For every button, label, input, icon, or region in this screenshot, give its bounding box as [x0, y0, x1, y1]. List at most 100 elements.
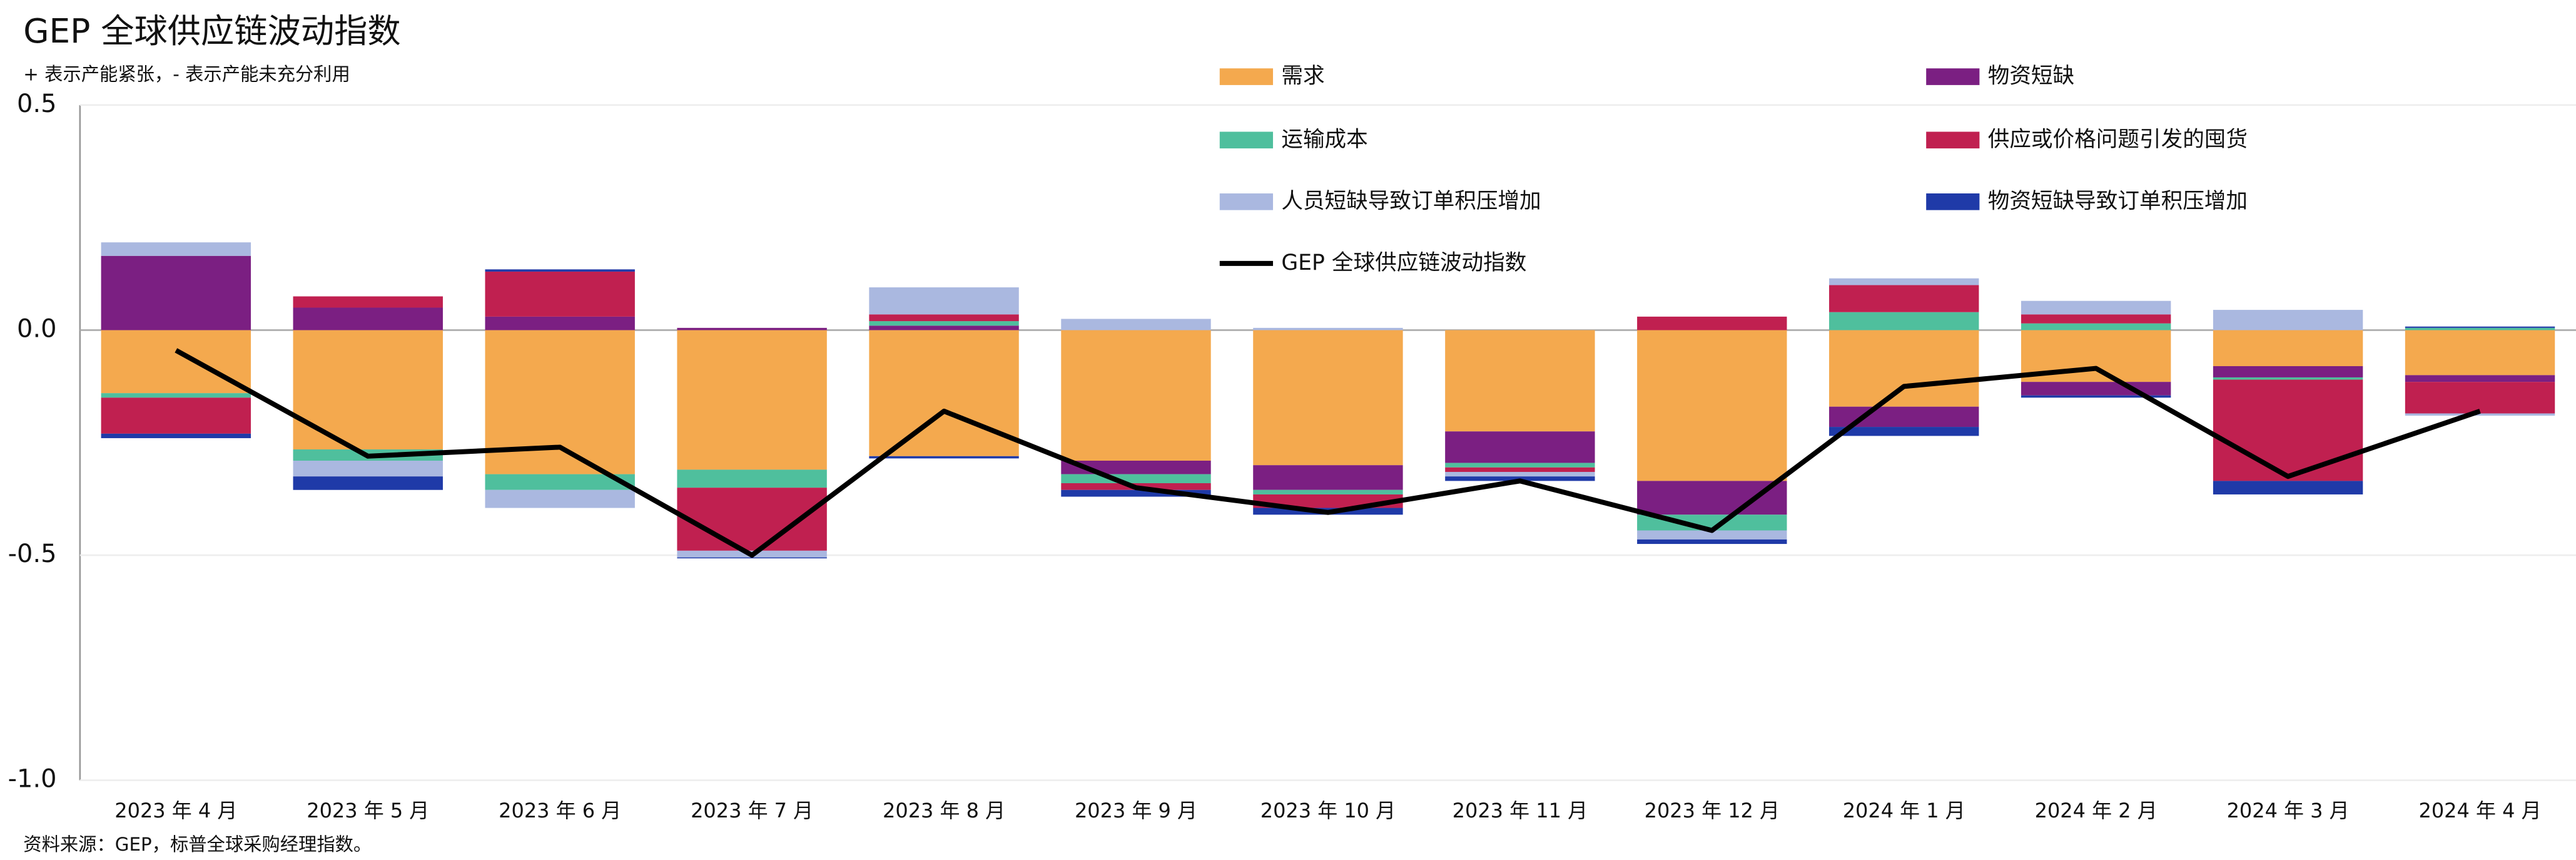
bar-segment	[2405, 413, 2555, 416]
bar-segment	[677, 488, 827, 551]
bar-segment	[101, 330, 251, 394]
bar-segment	[1061, 474, 1211, 483]
bar-segment	[1445, 463, 1595, 468]
legend-swatch	[1219, 193, 1274, 210]
bar-segment	[2405, 326, 2555, 328]
bar-segment	[293, 476, 443, 490]
bar-segment	[2405, 330, 2555, 376]
legend-swatch	[1926, 193, 1980, 210]
bar-segment	[101, 397, 251, 434]
legend-label: 供应或价格问题引发的囤货	[1988, 127, 2248, 152]
bar-segment	[2213, 310, 2363, 330]
x-tick-label: 2024 年 3 月	[2227, 799, 2350, 822]
x-tick-label: 2023 年 6 月	[499, 799, 621, 822]
chart-title: GEP 全球供应链波动指数	[23, 12, 400, 51]
bar-segment	[677, 327, 827, 330]
y-tick-label: -0.5	[8, 540, 57, 568]
bar-segment	[2213, 366, 2363, 377]
bar-segment	[1829, 330, 1979, 407]
bar-segment	[485, 489, 635, 508]
bar-segment	[1829, 427, 1979, 436]
bar-segment	[1637, 316, 1787, 330]
x-tick-label: 2023 年 7 月	[691, 799, 813, 822]
legend-swatch	[1219, 68, 1274, 85]
legend-label: GEP 全球供应链波动指数	[1281, 250, 1526, 275]
bar-segment	[677, 469, 827, 488]
bar-segment	[2021, 395, 2171, 398]
bar-segment	[1829, 285, 1979, 312]
bar-segment	[1445, 431, 1595, 463]
bar-segment	[1253, 465, 1403, 490]
bar-segment	[2021, 323, 2171, 330]
y-tick-label: -1.0	[8, 765, 57, 794]
bar-segment	[869, 330, 1019, 456]
x-tick-label: 2024 年 1 月	[1843, 799, 1965, 822]
bar-segment	[1061, 319, 1211, 330]
x-tick-label: 2023 年 5 月	[307, 799, 429, 822]
bar-segment	[2405, 382, 2555, 414]
y-tick-label: 0.5	[17, 90, 57, 118]
x-tick-label: 2023 年 8 月	[883, 799, 1005, 822]
legend-label: 需求	[1281, 64, 1324, 89]
bar-segment	[101, 255, 251, 330]
legend-swatch	[1926, 68, 1980, 85]
bar-segment	[485, 316, 635, 330]
legend-swatch	[1926, 131, 1980, 149]
bar-segment	[869, 456, 1019, 459]
bar-segment	[2213, 377, 2363, 380]
bar-segment	[1445, 330, 1595, 432]
bar-segment	[293, 330, 443, 450]
bar-segment	[2213, 481, 2363, 494]
bar-segment	[1637, 530, 1787, 540]
bar-segment	[2021, 382, 2171, 396]
bar-segment	[1253, 489, 1403, 494]
bar-segment	[1637, 481, 1787, 515]
legend-swatch	[1219, 131, 1274, 149]
bar-segment	[869, 325, 1019, 330]
bar-segment	[869, 321, 1019, 326]
bar-segment	[1253, 327, 1403, 330]
bar-segment	[1637, 330, 1787, 481]
bar-segment	[1445, 467, 1595, 472]
subtitle: + 表示产能紧张，- 表示产能未充分利用	[23, 63, 350, 84]
legend-label: 运输成本	[1281, 127, 1367, 152]
legend-label: 人员短缺导致订单积压增加	[1281, 188, 1541, 213]
bar-segment	[485, 330, 635, 474]
bar-segment	[2213, 379, 2363, 481]
bar-segment	[293, 296, 443, 308]
bar-segment	[1061, 489, 1211, 497]
bar-segment	[1637, 539, 1787, 545]
bar-segment	[101, 242, 251, 256]
legend-label: 物资短缺	[1988, 64, 2074, 89]
line-series	[175, 348, 2481, 558]
x-tick-label: 2023 年 12 月	[1645, 799, 1780, 822]
bar-segment	[293, 307, 443, 330]
y-tick-label: 0.0	[17, 314, 57, 343]
bar-segment	[1253, 330, 1403, 466]
source: 资料来源：GEP，标普全球采购经理指数。	[23, 834, 372, 855]
bar-segment	[869, 287, 1019, 315]
bar-segment	[1829, 278, 1979, 285]
bar-segment	[677, 330, 827, 470]
bar-segment	[101, 393, 251, 398]
bar-segment	[1445, 471, 1595, 477]
x-tick-label: 2024 年 4 月	[2419, 799, 2542, 822]
bar-segment	[1061, 330, 1211, 461]
x-tick-label: 2023 年 4 月	[114, 799, 237, 822]
bar-segment	[485, 271, 635, 317]
bar-segment	[1829, 312, 1979, 330]
bar-segment	[2021, 314, 2171, 324]
bar-segment	[869, 314, 1019, 322]
bar-segment	[293, 461, 443, 477]
legend-label: 物资短缺导致订单积压增加	[1988, 188, 2248, 213]
bar-segment	[485, 269, 635, 272]
bar-segment	[2213, 330, 2363, 366]
x-tick-label: 2023 年 9 月	[1075, 799, 1197, 822]
x-tick-label: 2024 年 2 月	[2035, 799, 2158, 822]
bar-segment	[2405, 375, 2555, 382]
x-tick-label: 2023 年 10 月	[1260, 799, 1396, 822]
x-tick-label: 2023 年 11 月	[1453, 799, 1588, 822]
bar-segment	[2021, 300, 2171, 315]
